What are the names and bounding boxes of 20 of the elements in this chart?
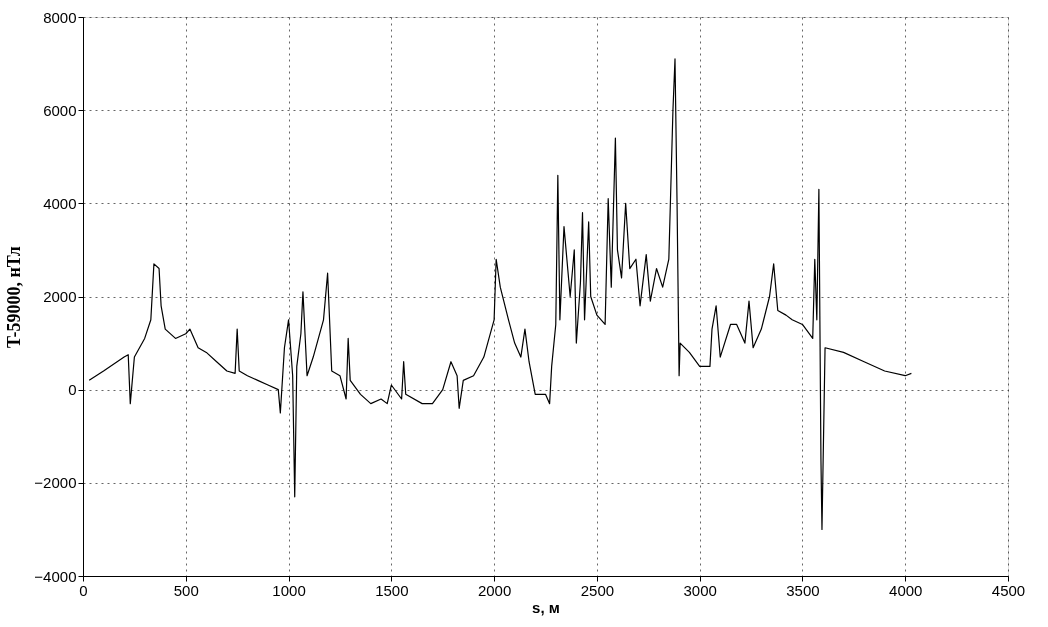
y-tick-label: −2000: [34, 474, 77, 492]
x-tick-label: 4500: [991, 581, 1026, 599]
line-series: [88, 58, 912, 531]
y-tick-label: 2000: [43, 288, 77, 305]
x-tick-label: 3000: [683, 581, 717, 599]
x-tick-label: 1500: [375, 581, 409, 599]
y-axis-title: T-59000, нТл: [4, 246, 25, 348]
x-tick-label: 2000: [477, 581, 512, 599]
x-tick-label: 1000: [272, 581, 306, 599]
x-axis-title: s, м: [532, 598, 560, 616]
x-tick-label: 2500: [580, 581, 615, 599]
y-tick-label: 8000: [43, 8, 77, 26]
x-tick-label: 4000: [889, 581, 923, 599]
x-tick-label: 3500: [786, 581, 820, 599]
x-tick-label: 500: [173, 581, 199, 599]
y-tick-label: −4000: [34, 567, 77, 585]
y-tick-label: 4000: [43, 194, 77, 212]
y-tick-label: 0: [68, 381, 77, 399]
y-tick-label: 6000: [43, 101, 77, 119]
x-tick-label: 0: [79, 581, 88, 599]
